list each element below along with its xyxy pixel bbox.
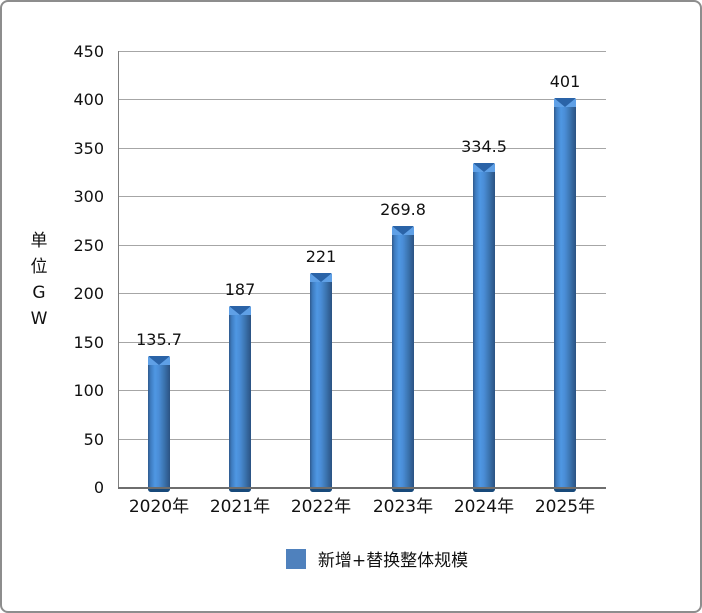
x-tick-label: 2022年 — [290, 497, 352, 517]
bar-top-cap — [310, 273, 332, 282]
bar — [392, 226, 414, 492]
x-axis-line — [118, 487, 606, 489]
bar-top-cap — [229, 306, 251, 315]
bar-value-label: 401 — [549, 72, 581, 91]
y-tick-label: 150 — [73, 333, 104, 352]
bar — [148, 356, 170, 492]
bar-top-cap — [554, 98, 576, 107]
y-tick-label: 50 — [83, 430, 104, 449]
bar-top-cap — [392, 226, 414, 235]
bar-bottom-cap — [473, 488, 495, 492]
x-tick-label: 2021年 — [209, 497, 271, 517]
bar-body — [554, 98, 576, 492]
legend: 新增+替换整体规模 — [28, 546, 700, 571]
bar-value-label: 135.7 — [136, 330, 182, 349]
bar-bottom-cap — [229, 488, 251, 492]
y-axis-title-char: W — [30, 309, 48, 329]
y-tick-label: 250 — [73, 236, 104, 255]
x-tick-label: 2024年 — [453, 497, 515, 517]
gridline — [118, 342, 606, 343]
gridline — [118, 99, 606, 100]
bar-value-label: 187 — [224, 280, 256, 299]
bar-body — [473, 163, 495, 492]
y-axis-line — [118, 51, 119, 489]
bar-value-label: 269.8 — [380, 200, 426, 219]
x-tick-label: 2025年 — [534, 497, 596, 517]
bar-body — [148, 356, 170, 492]
gridline — [118, 245, 606, 246]
bar — [229, 306, 251, 492]
y-tick-label: 300 — [73, 187, 104, 206]
x-tick-label: 2023年 — [372, 497, 434, 517]
y-tick-label: 450 — [73, 42, 104, 61]
bar — [310, 273, 332, 492]
y-tick-label: 100 — [73, 381, 104, 400]
bar-top-cap — [148, 356, 170, 365]
bar-bottom-cap — [148, 488, 170, 492]
bar-top-cap — [473, 163, 495, 172]
bar-value-label: 334.5 — [461, 137, 507, 156]
bar-body — [229, 306, 251, 492]
gridline — [118, 439, 606, 440]
y-axis-title-char: G — [32, 283, 46, 303]
gridline — [118, 293, 606, 294]
bar-body — [310, 273, 332, 492]
y-tick-label: 400 — [73, 90, 104, 109]
legend-label: 新增+替换整体规模 — [317, 551, 469, 571]
bar — [554, 98, 576, 492]
bar-bottom-cap — [392, 488, 414, 492]
bar-body — [392, 226, 414, 492]
x-tick-label: 2020年 — [128, 497, 190, 517]
y-axis-title-char: 单 — [30, 231, 48, 251]
bar-value-label: 221 — [305, 247, 337, 266]
bar — [473, 163, 495, 492]
y-axis-title-char: 位 — [30, 257, 48, 277]
y-tick-label: 200 — [73, 284, 104, 303]
y-tick-label: 350 — [73, 139, 104, 158]
gridline — [118, 390, 606, 391]
y-tick-label: 0 — [93, 478, 104, 497]
gridline — [118, 51, 606, 52]
gridline — [118, 148, 606, 149]
gridline — [118, 196, 606, 197]
bar-bottom-cap — [310, 488, 332, 492]
legend-swatch-icon — [285, 548, 306, 569]
bar-bottom-cap — [554, 488, 576, 492]
